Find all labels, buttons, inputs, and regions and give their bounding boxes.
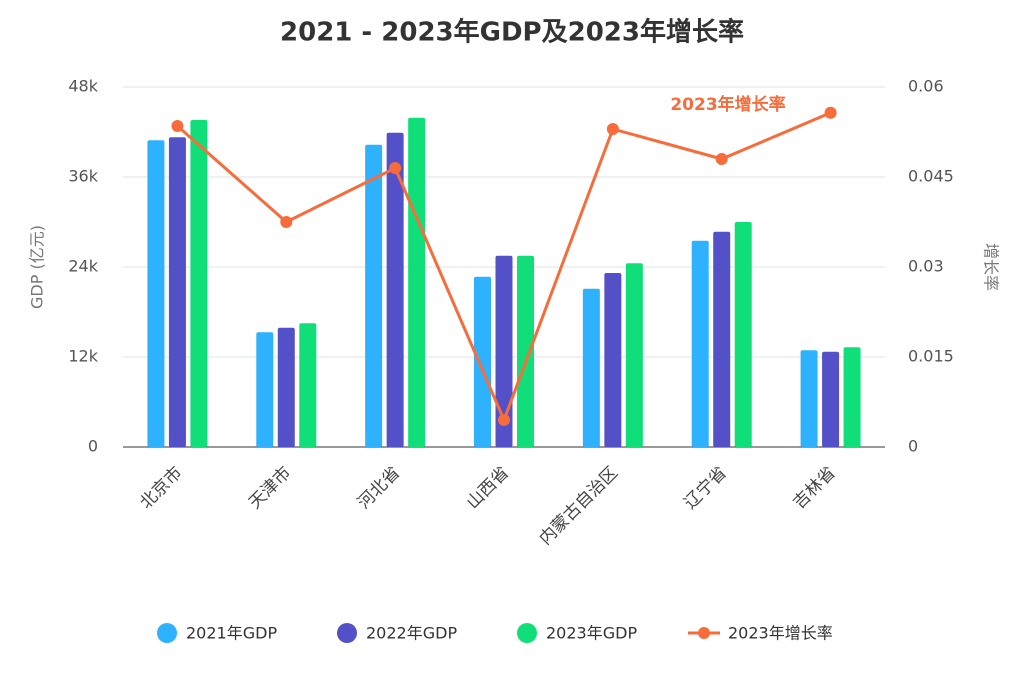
y2-tick-label: 0.015 [908,347,954,366]
bar [408,117,426,447]
line-point [498,414,510,426]
line-point [606,123,619,135]
y2-tick-label: 0.03 [908,257,944,276]
bar [147,140,165,447]
bar [299,323,317,447]
legend-marker [517,623,537,643]
legend-marker [157,623,177,643]
bar [713,231,731,447]
y-axis-label: GDP (亿元) [28,225,47,309]
y-tick-label: 0 [88,437,98,456]
bar [843,347,861,447]
line-point [389,162,402,174]
x-tick-label: 吉林省 [789,463,839,513]
bar [517,255,534,447]
bar [190,120,208,447]
y2-tick-label: 0.045 [908,167,954,186]
bar [277,327,295,447]
bar [386,132,404,447]
bar [734,222,752,447]
legend-marker [337,623,357,643]
legend-label: 2023年GDP [546,624,637,643]
bar [822,351,840,447]
legend-label: 2023年增长率 [728,624,833,643]
bar [691,240,709,447]
legend-label: 2021年GDP [186,624,277,643]
line-point [280,216,293,228]
legend-marker [698,627,710,639]
annotation: 2023年增长率 [670,94,785,115]
line-point [824,106,837,119]
line-point [715,153,728,165]
bar [625,263,643,447]
y2-tick-label: 0 [908,437,918,456]
bar [474,276,491,447]
y-tick-label: 12k [68,347,98,366]
x-tick-label: 山西省 [463,463,513,513]
legend-label: 2022年GDP [366,624,457,643]
y-tick-label: 36k [68,167,98,186]
y-tick-label: 48k [68,77,98,96]
x-tick-label: 天津市 [245,463,295,513]
bar [256,332,274,447]
x-tick-label: 北京市 [136,463,186,513]
x-tick-label: 河北省 [354,463,404,513]
bar [365,144,383,447]
bar [495,255,513,447]
y2-axis-label: 增长率 [982,243,1001,291]
y-tick-label: 24k [68,257,98,276]
x-tick-label: 内蒙古自治区 [536,463,622,549]
bar [800,350,818,447]
bar [604,273,622,447]
bar [168,137,186,447]
chart-title: 2021 - 2023年GDP及2023年增长率 [280,17,744,48]
bar [582,288,600,447]
line-point [171,120,184,132]
x-tick-label: 辽宁省 [681,463,731,513]
y2-tick-label: 0.06 [908,77,944,96]
